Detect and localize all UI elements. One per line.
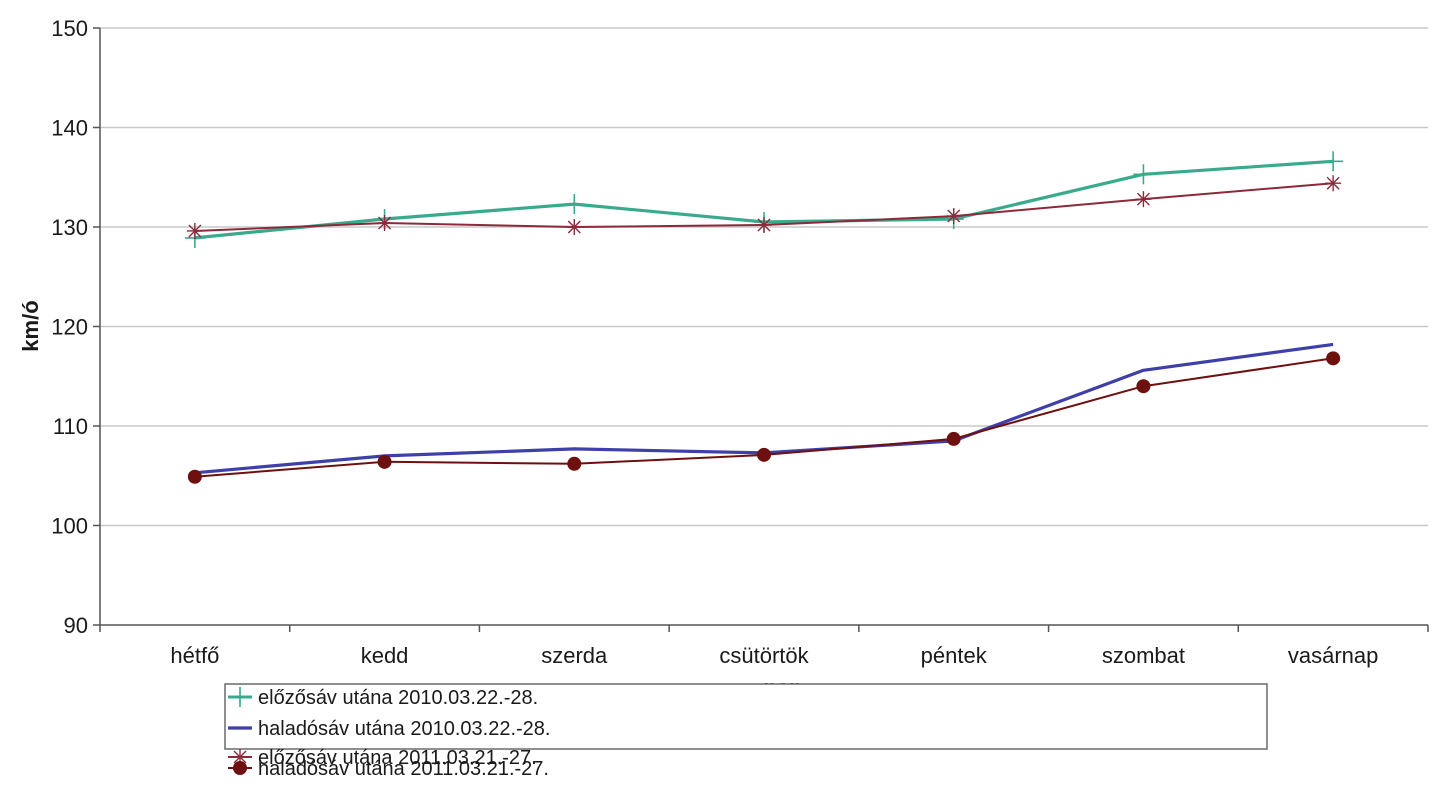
legend-entries: előzősáv utána 2010.03.22.-28. haladósáv … [228,687,550,780]
data-point-3 [376,215,393,232]
x-tick-label: vasárnap [1288,643,1379,668]
series-markers [184,151,1344,484]
data-point-4 [377,454,392,469]
data-point-3 [186,222,203,239]
axes [93,27,1429,632]
series-lines [194,159,1334,478]
data-point-3-d2 [1136,192,1150,206]
x-tick-label: hétfő [170,643,219,668]
x-tick-label: szombat [1102,643,1185,668]
data-point-4 [567,456,582,471]
legend-label: előzősáv utána 2010.03.22.-28. [258,687,538,709]
legend-label: előzősáv utána 2011.03.21.-27. [258,747,537,769]
data-point-1 [1323,151,1344,172]
y-tick-labels: 90 100 110 120 130 140 150 [51,16,88,638]
legend-label: haladósáv utána 2010.03.22.-28. [258,718,550,740]
y-axis-title: km/ó [18,300,43,351]
data-point-3-d2 [1326,176,1340,190]
y-tick-label: 110 [53,414,88,439]
y-tick-label: 150 [51,16,88,41]
data-point-3-d2 [378,216,392,230]
legend-box [224,683,1268,750]
data-point-4 [1136,379,1151,394]
legend-label: haladósáv utána 2011.03.21.-27. [258,758,549,780]
data-point-4 [187,469,202,484]
gridlines [100,27,1428,527]
data-point-4 [946,431,961,446]
x-tick-labels: hétfő kedd szerda csütörtök péntek szombat vas… [170,643,1378,668]
data-point-3 [1135,191,1152,208]
data-point-1 [564,194,585,215]
x-tick-label: kedd [361,643,409,668]
x-tick-label: csütörtök [719,643,809,668]
data-point-3 [945,208,962,225]
legend: előzősáv utána 2010.03.22.-28. haladósáv … [224,683,1268,780]
data-point-3-d2 [947,209,961,223]
y-tick-label: 90 [64,613,88,638]
data-point-1 [1133,164,1154,185]
data-point-4 [1326,351,1341,366]
y-tick-label: 130 [51,215,88,240]
y-tick-label: 100 [51,514,88,539]
y-tick-label: 140 [51,116,88,141]
legend-marker [230,687,250,707]
data-point-3-d2 [567,220,581,234]
data-point-3 [756,217,772,234]
legend-marker-d2 [233,750,247,764]
x-tick-label: péntek [921,643,988,668]
x-tick-label: szerda [541,643,608,668]
data-point-3-d2 [188,224,202,238]
data-point-4 [757,447,771,462]
legend-marker [233,761,247,775]
data-point-3 [566,219,583,235]
data-point-3-d2 [757,218,771,232]
data-point-3 [1325,175,1342,192]
y-tick-label: 120 [51,315,88,340]
